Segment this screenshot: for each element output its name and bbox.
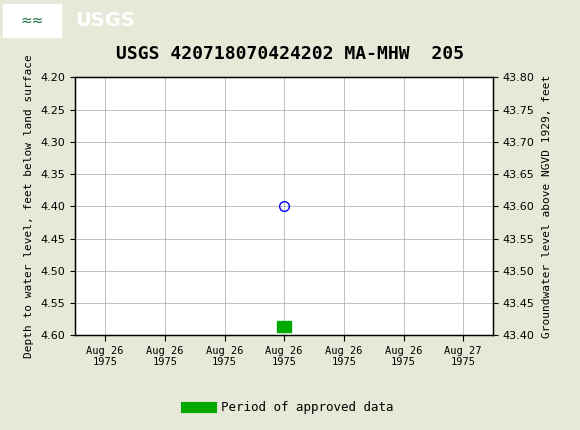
Legend: Period of approved data: Period of approved data <box>181 396 399 419</box>
Bar <box>277 321 291 332</box>
FancyBboxPatch shape <box>3 4 61 37</box>
Y-axis label: Depth to water level, feet below land surface: Depth to water level, feet below land su… <box>24 55 34 358</box>
Text: USGS: USGS <box>75 11 135 30</box>
Text: USGS 420718070424202 MA-MHW  205: USGS 420718070424202 MA-MHW 205 <box>116 45 464 63</box>
Y-axis label: Groundwater level above NGVD 1929, feet: Groundwater level above NGVD 1929, feet <box>542 75 552 338</box>
Text: ≈≈: ≈≈ <box>20 13 44 28</box>
